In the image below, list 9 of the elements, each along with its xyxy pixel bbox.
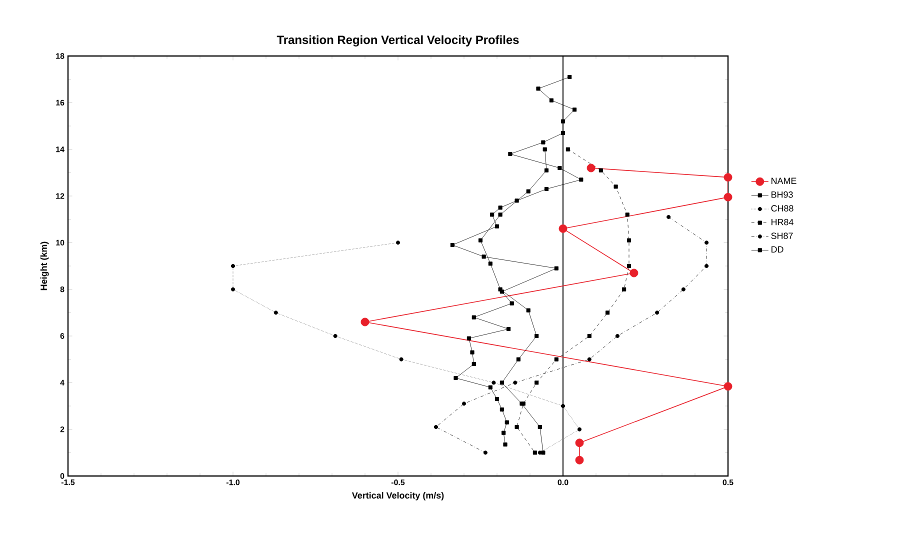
legend-label: HR84 xyxy=(772,218,794,226)
legend-label: DD xyxy=(772,246,784,253)
x-axis-title: Vertical Velocity (m/s) xyxy=(352,492,444,500)
legend-label: CH88 xyxy=(771,205,794,212)
chart-title: Transition Region Vertical Velocity Profiles xyxy=(276,35,519,46)
y-axis-title: Height (km) xyxy=(40,242,49,290)
legend-label: NAME xyxy=(772,178,796,184)
legend-label: SH87 xyxy=(771,232,793,239)
legend-label: BH93 xyxy=(772,191,793,198)
